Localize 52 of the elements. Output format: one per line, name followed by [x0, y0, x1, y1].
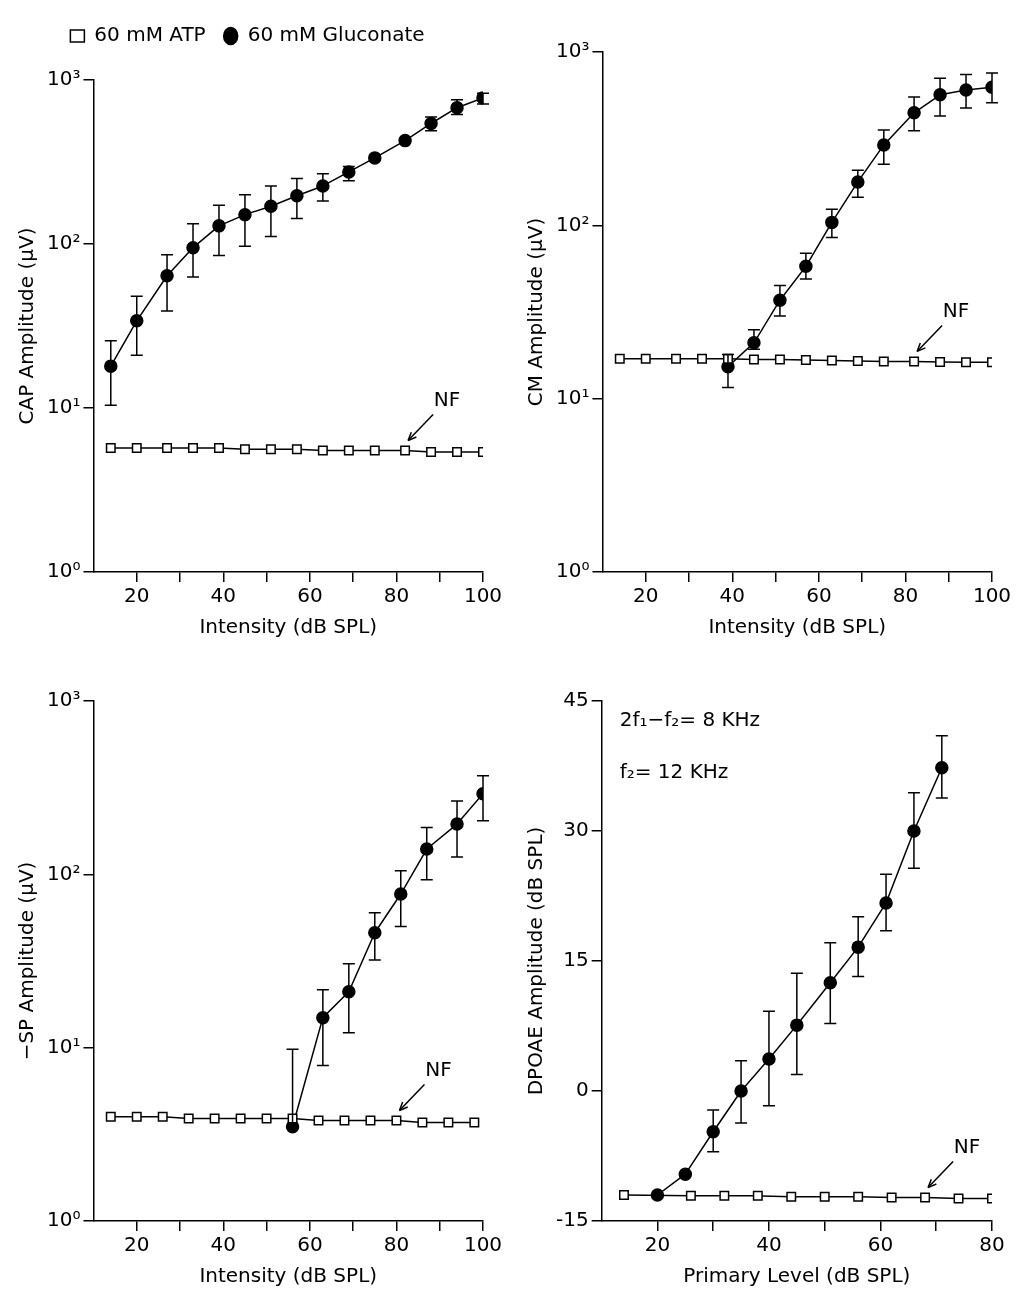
y-tick-label: 10²	[47, 230, 81, 255]
y-tick-label: 10³	[556, 38, 590, 63]
y-tick-label: 10²	[556, 211, 590, 236]
x-tick-label: 100	[972, 583, 1012, 608]
x-axis-title: Intensity (dB SPL)	[199, 614, 378, 639]
x-tick-label: 80	[383, 583, 410, 608]
y-tick-label: 10⁰	[47, 558, 81, 583]
x-tick-label: 60	[867, 1232, 894, 1257]
x-tick-label: 40	[719, 583, 746, 608]
y-tick-label: 10²	[47, 860, 81, 885]
x-tick-label: 20	[644, 1232, 671, 1257]
y-tick-label: 30	[563, 817, 589, 842]
x-tick-label: 60	[297, 1232, 323, 1257]
y-axis-title: CM Amplitude (µV)	[523, 217, 548, 407]
legend-label: 60 mM Gluconate	[247, 22, 425, 47]
y-tick-label: 10³	[47, 66, 81, 91]
x-tick-label: 60	[806, 583, 832, 608]
x-axis-title: Primary Level (dB SPL)	[683, 1263, 911, 1288]
y-tick-label: 10¹	[47, 394, 81, 419]
x-axis-title: Intensity (dB SPL)	[708, 614, 887, 639]
x-tick-label: 20	[633, 583, 659, 608]
legend-label: 60 mM ATP	[94, 22, 206, 47]
y-tick-label: 45	[563, 687, 589, 712]
annotation: NF	[433, 386, 461, 411]
x-tick-label: 40	[210, 583, 237, 608]
y-tick-label: 10⁰	[47, 1207, 81, 1232]
y-tick-label: 0	[575, 1077, 589, 1102]
x-tick-label: 40	[756, 1232, 782, 1257]
y-axis-title: DPOAE Amplitude (dB SPL)	[523, 826, 548, 1096]
annotation: f₂= 12 KHz	[619, 759, 729, 784]
annotation: 2f₁−f₂= 8 KHz	[619, 707, 761, 732]
y-tick-label: 10³	[47, 687, 81, 712]
x-tick-label: 20	[124, 1232, 150, 1257]
y-tick-label: -15	[555, 1207, 589, 1232]
y-axis-title: −SP Amplitude (µV)	[14, 861, 39, 1061]
x-tick-label: 80	[383, 1232, 410, 1257]
x-tick-label: 40	[210, 1232, 237, 1257]
annotation: NF	[953, 1133, 981, 1158]
y-axis-title: CAP Amplitude (µV)	[14, 227, 39, 425]
y-tick-label: 10¹	[47, 1033, 81, 1058]
y-tick-label: 10⁰	[556, 558, 590, 583]
x-tick-label: 80	[892, 583, 919, 608]
x-tick-label: 80	[979, 1232, 1005, 1257]
x-tick-label: 100	[463, 583, 503, 608]
x-tick-label: 60	[297, 583, 323, 608]
x-tick-label: 100	[463, 1232, 503, 1257]
y-tick-label: 15	[563, 947, 589, 972]
annotation: NF	[425, 1056, 452, 1081]
annotation: NF	[942, 297, 970, 322]
x-axis-title: Intensity (dB SPL)	[199, 1263, 378, 1288]
x-tick-label: 20	[124, 583, 150, 608]
y-tick-label: 10¹	[556, 384, 590, 409]
